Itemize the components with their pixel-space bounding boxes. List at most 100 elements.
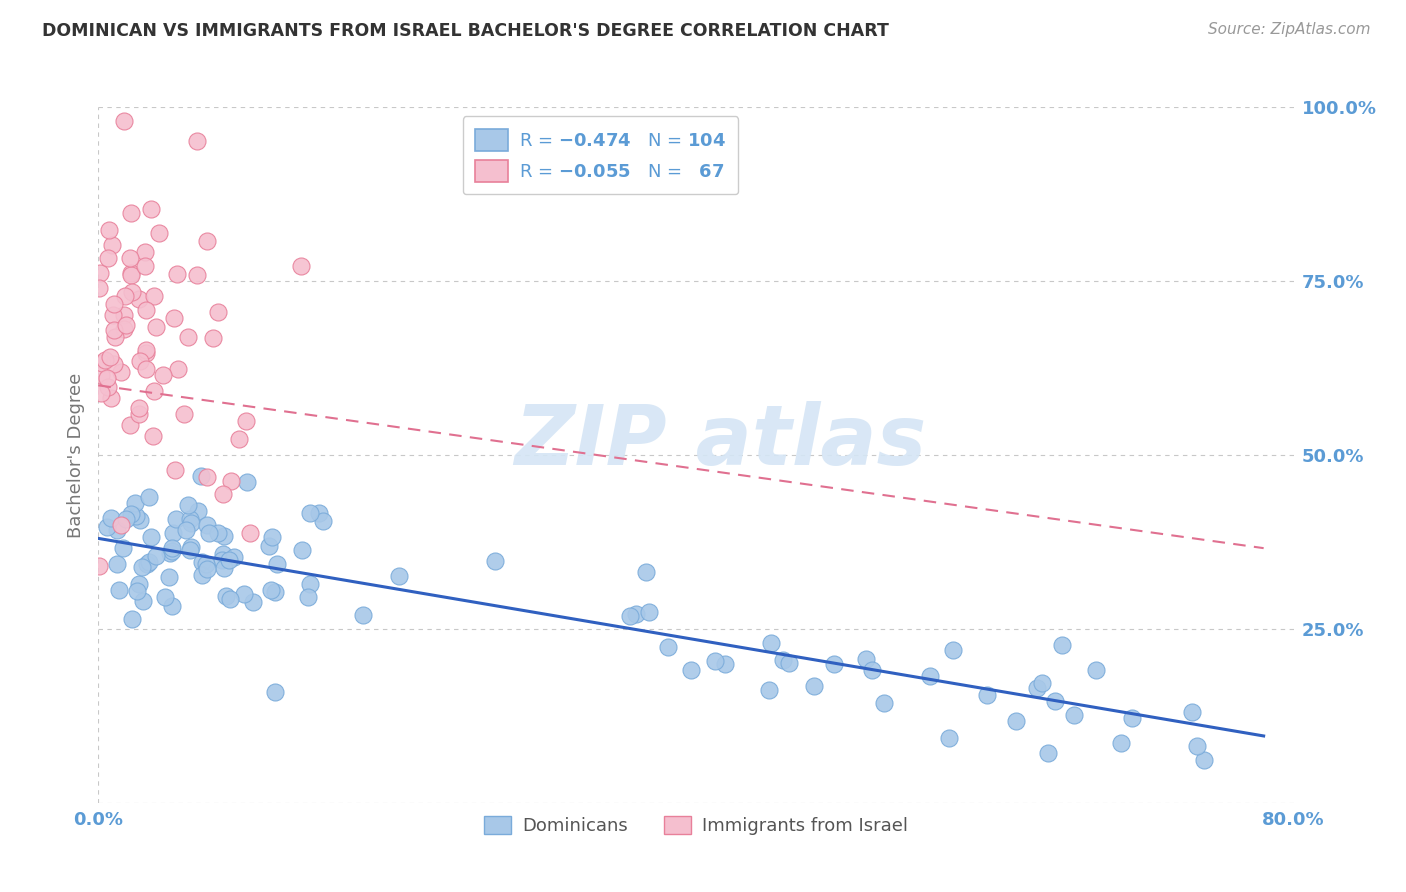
Point: [118, 418, 141, 433]
Point: [120, 507, 142, 521]
Point: [134, 259, 156, 273]
Point: [257, 540, 280, 554]
Point: [166, 362, 188, 376]
Point: [976, 688, 998, 702]
Text: ZIP atlas: ZIP atlas: [513, 401, 927, 482]
Point: [110, 366, 132, 380]
Point: [778, 657, 800, 671]
Point: [90, 355, 112, 369]
Point: [195, 518, 218, 533]
Point: [1050, 638, 1073, 652]
Point: [112, 322, 135, 336]
Point: [228, 432, 250, 446]
Point: [714, 657, 737, 671]
Point: [100, 391, 122, 405]
Point: [124, 509, 146, 524]
Point: [162, 599, 184, 613]
Point: [212, 561, 235, 575]
Text: Source: ZipAtlas.com: Source: ZipAtlas.com: [1208, 22, 1371, 37]
Point: [236, 475, 259, 489]
Point: [679, 664, 702, 678]
Point: [163, 463, 186, 477]
Point: [101, 238, 124, 252]
Point: [211, 553, 233, 567]
Point: [138, 490, 160, 504]
Point: [195, 470, 218, 484]
Point: [135, 345, 157, 359]
Point: [139, 530, 162, 544]
Point: [1004, 714, 1026, 729]
Point: [94, 352, 117, 367]
Point: [120, 268, 142, 282]
Point: [177, 329, 200, 343]
Point: [166, 512, 188, 526]
Point: [388, 568, 411, 582]
Point: [619, 609, 641, 624]
Point: [162, 541, 184, 556]
Point: [186, 268, 208, 282]
Point: [299, 577, 322, 591]
Point: [312, 514, 335, 528]
Point: [90, 368, 112, 383]
Point: [136, 557, 159, 571]
Point: [112, 114, 135, 128]
Point: [177, 498, 200, 512]
Point: [89, 266, 111, 280]
Point: [823, 657, 845, 671]
Point: [626, 607, 648, 621]
Point: [142, 429, 165, 443]
Point: [134, 245, 156, 260]
Point: [224, 549, 246, 564]
Point: [187, 504, 209, 518]
Point: [212, 548, 235, 562]
Point: [87, 558, 110, 573]
Point: [1085, 663, 1108, 677]
Point: [239, 525, 262, 540]
Point: [138, 555, 160, 569]
Point: [128, 407, 150, 421]
Point: [121, 612, 143, 626]
Point: [143, 384, 166, 399]
Point: [103, 297, 125, 311]
Point: [1109, 736, 1132, 750]
Point: [1194, 753, 1216, 767]
Point: [128, 513, 150, 527]
Point: [157, 570, 180, 584]
Point: [211, 487, 233, 501]
Point: [1185, 739, 1208, 753]
Legend: Dominicans, Immigrants from Israel: Dominicans, Immigrants from Israel: [477, 809, 915, 842]
Point: [179, 512, 201, 526]
Point: [212, 528, 235, 542]
Point: [290, 259, 312, 273]
Point: [159, 546, 181, 560]
Point: [772, 653, 794, 667]
Point: [128, 401, 150, 415]
Point: [1031, 675, 1053, 690]
Point: [128, 292, 150, 306]
Point: [174, 523, 197, 537]
Point: [918, 669, 941, 683]
Y-axis label: Bachelor's Degree: Bachelor's Degree: [66, 372, 84, 538]
Point: [758, 683, 780, 698]
Point: [634, 566, 657, 580]
Point: [135, 362, 157, 376]
Point: [87, 280, 110, 294]
Point: [114, 289, 136, 303]
Point: [352, 607, 374, 622]
Point: [179, 543, 201, 558]
Point: [125, 584, 148, 599]
Point: [129, 353, 152, 368]
Text: DOMINICAN VS IMMIGRANTS FROM ISRAEL BACHELOR'S DEGREE CORRELATION CHART: DOMINICAN VS IMMIGRANTS FROM ISRAEL BACH…: [42, 22, 889, 40]
Point: [103, 358, 125, 372]
Point: [135, 343, 157, 358]
Point: [195, 561, 218, 575]
Point: [872, 696, 894, 710]
Point: [233, 587, 256, 601]
Point: [219, 475, 242, 489]
Point: [1121, 711, 1143, 725]
Point: [263, 585, 285, 599]
Point: [179, 516, 201, 530]
Point: [103, 323, 125, 337]
Point: [118, 252, 141, 266]
Point: [207, 305, 229, 319]
